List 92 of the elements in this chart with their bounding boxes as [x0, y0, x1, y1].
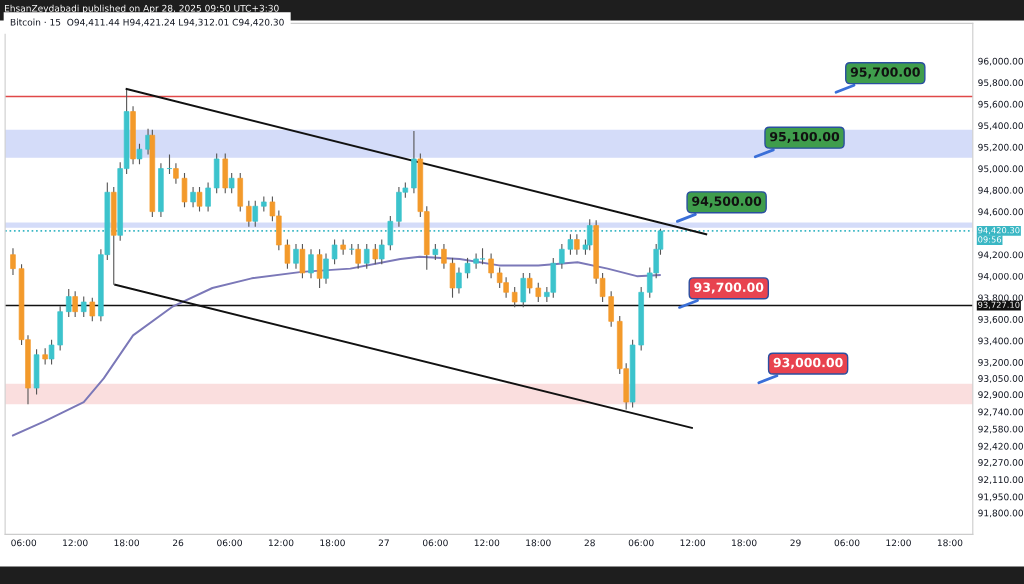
- y-tick-label: 94,600.00: [978, 208, 1024, 217]
- x-tick-label: 12:00: [680, 539, 706, 547]
- candlestick: [10, 247, 16, 276]
- y-tick-label: 91,950.00: [978, 493, 1024, 502]
- candlestick: [173, 162, 179, 185]
- candlestick: [316, 248, 323, 289]
- candlestick: [355, 243, 361, 270]
- candlestick: [586, 218, 593, 251]
- candlestick: [228, 172, 235, 194]
- x-tick-label: 18:00: [320, 539, 345, 547]
- candlestick: [441, 243, 447, 270]
- y-tick-label: 95,000.00: [978, 165, 1024, 174]
- y-tick-label: 94,800.00: [978, 186, 1024, 195]
- y-tick-label: 95,400.00: [978, 122, 1024, 131]
- candlestick: [574, 233, 580, 256]
- y-tick-label: 93,400.00: [978, 337, 1024, 346]
- text: 09:56: [978, 236, 1002, 243]
- candlestick: [252, 200, 258, 228]
- x-tick-label: 06:00: [628, 539, 654, 547]
- x-tick-label: 26: [172, 539, 184, 547]
- x-tick-label: 29: [790, 539, 801, 547]
- y-tick-label: 93,800.00: [978, 294, 1024, 303]
- x-tick-label: 18:00: [114, 539, 140, 547]
- y-tick-label: 96,000.00: [978, 57, 1024, 66]
- y-tick-label: 95,600.00: [978, 100, 1024, 109]
- x-tick-label: 18:00: [937, 539, 963, 547]
- candlestick: [559, 243, 565, 270]
- candlestick: [166, 154, 173, 175]
- candlestick: [284, 239, 291, 270]
- candlestick: [293, 243, 299, 270]
- candlestick: [246, 200, 252, 228]
- y-tick-label: 93,600.00: [978, 315, 1024, 324]
- candlestick: [48, 339, 55, 365]
- annotation: 93,000.00: [773, 357, 843, 369]
- candlestick: [363, 243, 370, 270]
- chart-title: Bitcoin · 15 O94,411.44 H94,421.24 L94,312.01 C94,420.30: [10, 18, 284, 27]
- y-tick-label: 94,200.00: [978, 251, 1024, 260]
- candlestick: [299, 243, 306, 279]
- candlestick: [80, 296, 87, 318]
- candlestick: [526, 272, 533, 294]
- candlestick: [567, 233, 574, 256]
- candlestick: [520, 272, 526, 308]
- candlestick: [535, 282, 542, 303]
- x-tick-label: 12:00: [886, 539, 911, 547]
- candlestick: [181, 172, 188, 208]
- x-tick-label: 28: [584, 539, 595, 547]
- candlestick: [372, 243, 379, 265]
- annotation: 95,100.00: [769, 131, 840, 143]
- x-tick-label: 18:00: [526, 539, 551, 547]
- y-tick-label: 95,200.00: [978, 143, 1024, 152]
- text: EhsanZeydabadi published on Apr 28, 2025 09:50 UTC+3:30: [4, 4, 279, 14]
- x-tick-label: 06:00: [217, 539, 242, 547]
- x-tick-label: 27: [378, 539, 389, 547]
- x-tick-label: 06:00: [834, 539, 860, 547]
- x-tick-label: 06:00: [11, 539, 37, 547]
- candlestick: [190, 186, 196, 208]
- candlestick: [196, 186, 203, 213]
- x-tick-label: 12:00: [63, 539, 88, 547]
- ref-line-label: 93,727.10: [978, 301, 1020, 309]
- y-tick-label: 91,800.00: [978, 509, 1024, 518]
- candlestick: [89, 297, 96, 322]
- y-tick-label: 92,740.00: [978, 408, 1024, 417]
- ref-line-label: 94,420.30: [978, 227, 1020, 235]
- x-tick-label: 12:00: [474, 539, 500, 547]
- candlestick: [323, 253, 329, 285]
- candlestick: [464, 257, 471, 279]
- y-tick-label: 92,580.00: [978, 425, 1024, 434]
- y-tick-label: 94,000.00: [978, 272, 1024, 281]
- candlestick: [72, 290, 78, 318]
- candlestick: [42, 347, 48, 365]
- y-tick-label: 92,420.00: [978, 442, 1024, 451]
- y-tick-label: 93,050.00: [978, 375, 1024, 383]
- y-tick-label: 92,900.00: [978, 391, 1024, 399]
- y-tick-label: 92,110.00: [978, 476, 1024, 484]
- candlestick: [488, 253, 494, 279]
- candlestick: [511, 286, 518, 308]
- candlestick: [308, 248, 314, 279]
- x-tick-label: 12:00: [268, 539, 294, 547]
- candlestick: [379, 239, 385, 265]
- annotation: 95,700.00: [850, 67, 920, 79]
- annotation: 93,700.00: [694, 282, 764, 294]
- candlestick: [456, 267, 462, 294]
- candlestick: [331, 239, 338, 265]
- y-tick-label: 95,800.00: [978, 79, 1024, 88]
- candlestick: [205, 182, 211, 213]
- y-tick-label: 92,270.00: [978, 459, 1024, 467]
- annotation: 94,500.00: [692, 196, 762, 208]
- x-tick-label: 06:00: [422, 539, 448, 547]
- x-tick-label: 18:00: [732, 539, 757, 547]
- candlestick: [65, 288, 72, 318]
- candlestick: [136, 143, 143, 165]
- y-tick-label: 93,200.00: [978, 358, 1024, 367]
